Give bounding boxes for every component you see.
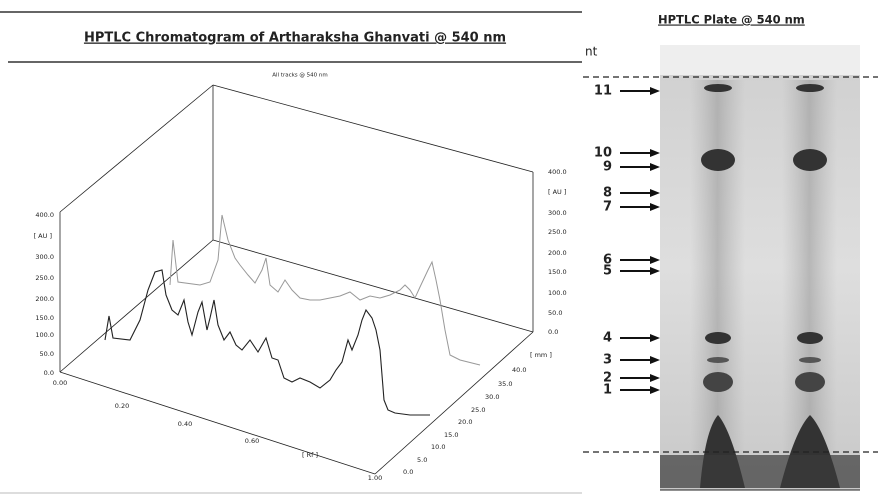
arrow-head <box>650 356 660 364</box>
arrow-head <box>650 267 660 275</box>
x-tick-label: 1.00 <box>368 474 382 482</box>
band-label: 5 <box>603 264 612 279</box>
y-tick-label: 100.0 <box>548 289 567 297</box>
tick-group: 400.0 300.0 250.0 200.0 150.0 100.0 50.0 0.0 [ A… <box>34 168 567 482</box>
axis-label: [ mm ] <box>530 351 552 359</box>
z-tick-label: 40.0 <box>512 366 526 374</box>
band-label: 3 <box>603 353 612 368</box>
y-tick-label: 300.0 <box>548 209 567 217</box>
figure: HPTLC Chromatogram of Artharaksha Ghanva… <box>0 0 879 497</box>
plot-subtitle: All tracks @ 540 nm <box>272 73 328 79</box>
arrow-head <box>650 203 660 211</box>
arrow-head <box>650 87 660 95</box>
arrow-head <box>650 163 660 171</box>
y-tick-label: 0.0 <box>44 369 54 377</box>
arrow-head <box>650 149 660 157</box>
z-tick-label: 25.0 <box>471 406 485 414</box>
y-tick-label: 0.0 <box>548 328 558 336</box>
lane <box>690 80 745 460</box>
y-tick-label: 400.0 <box>35 211 54 219</box>
y-tick-label: 250.0 <box>35 274 54 282</box>
x-tick-label: 0.60 <box>245 437 259 445</box>
band-label: 11 <box>594 84 612 99</box>
z-tick-label: 20.0 <box>458 418 472 426</box>
z-tick-label: 0.0 <box>403 468 413 476</box>
y-tick-label: 150.0 <box>548 268 567 276</box>
y-tick-label: 250.0 <box>548 228 567 236</box>
trace-front <box>105 270 430 415</box>
lane <box>782 80 837 460</box>
axis-label: [ Rf ] <box>302 451 318 459</box>
arrow-head <box>650 334 660 342</box>
y-tick-label: 150.0 <box>35 314 54 322</box>
x-tick-label: 0.20 <box>115 402 129 410</box>
band-label: 7 <box>603 200 612 215</box>
axis-unit: [ AU ] <box>548 188 566 196</box>
panel-title: HPTLC Plate @ 540 nm <box>658 13 805 27</box>
band-label: 4 <box>603 331 612 346</box>
plate-top <box>660 45 860 75</box>
x-tick-label: 0.00 <box>53 379 67 387</box>
arrow-head <box>650 374 660 382</box>
trace-back <box>170 215 480 365</box>
y-tick-label: 50.0 <box>40 350 54 358</box>
arrow-head <box>650 189 660 197</box>
panel-title: HPTLC Chromatogram of Artharaksha Ghanva… <box>84 31 506 46</box>
y-tick-label: 200.0 <box>548 249 567 257</box>
corner-text: nt <box>585 45 598 59</box>
y-tick-label: 400.0 <box>548 168 567 176</box>
z-tick-label: 15.0 <box>444 431 458 439</box>
axis-unit: [ AU ] <box>34 232 52 240</box>
y-tick-label: 200.0 <box>35 295 54 303</box>
plot-box <box>60 85 533 474</box>
arrow-head <box>650 386 660 394</box>
band-label: 9 <box>603 160 612 175</box>
z-tick-label: 5.0 <box>417 456 427 464</box>
y-tick-label: 50.0 <box>548 309 562 317</box>
z-tick-label: 35.0 <box>498 380 512 388</box>
y-tick-label: 300.0 <box>35 253 54 261</box>
y-tick-label: 100.0 <box>35 331 54 339</box>
z-tick-label: 10.0 <box>431 443 445 451</box>
band-label: 8 <box>603 186 612 201</box>
x-tick-label: 0.40 <box>178 420 192 428</box>
band-label: 1 <box>603 383 612 398</box>
arrow-head <box>650 256 660 264</box>
z-tick-label: 30.0 <box>485 393 499 401</box>
band-label: 10 <box>594 146 612 161</box>
